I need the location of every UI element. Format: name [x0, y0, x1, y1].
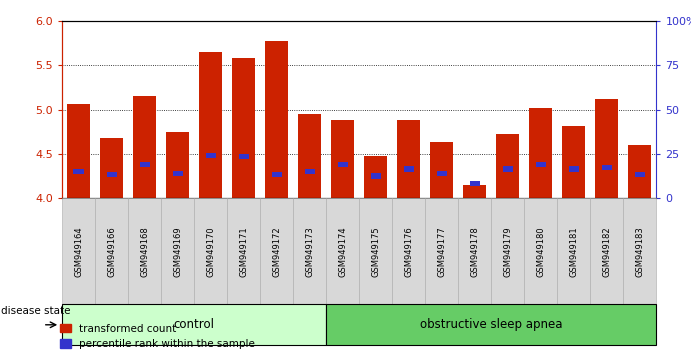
Bar: [562, 126, 585, 198]
Bar: [470, 181, 480, 186]
Bar: [628, 145, 652, 198]
Text: GSM949176: GSM949176: [404, 226, 413, 277]
Text: GSM949164: GSM949164: [74, 226, 83, 277]
Bar: [404, 166, 414, 172]
Text: GSM949172: GSM949172: [272, 226, 281, 277]
Text: GSM949169: GSM949169: [173, 226, 182, 277]
Text: GSM949170: GSM949170: [206, 226, 216, 277]
Bar: [305, 169, 315, 175]
Text: GSM949179: GSM949179: [503, 226, 513, 277]
Text: GSM949177: GSM949177: [437, 226, 446, 277]
Bar: [397, 120, 420, 198]
Bar: [463, 185, 486, 198]
Bar: [370, 173, 381, 179]
Bar: [602, 165, 612, 170]
Text: obstructive sleep apnea: obstructive sleep apnea: [420, 318, 562, 331]
Bar: [106, 172, 117, 177]
Bar: [364, 156, 388, 198]
Text: GSM949181: GSM949181: [569, 226, 578, 277]
Text: control: control: [173, 318, 215, 331]
Bar: [265, 41, 288, 198]
Text: GSM949180: GSM949180: [536, 226, 545, 277]
Legend: transformed count, percentile rank within the sample: transformed count, percentile rank withi…: [61, 324, 255, 349]
Bar: [338, 162, 348, 167]
Text: disease state: disease state: [1, 306, 71, 316]
Bar: [430, 143, 453, 198]
Text: GSM949168: GSM949168: [140, 226, 149, 277]
Bar: [140, 162, 150, 167]
Bar: [133, 96, 156, 198]
Bar: [569, 166, 579, 172]
Text: GSM949171: GSM949171: [239, 226, 248, 277]
Bar: [199, 52, 223, 198]
Bar: [272, 172, 282, 177]
Bar: [536, 162, 546, 167]
Bar: [67, 103, 91, 198]
Bar: [496, 133, 520, 198]
Bar: [232, 58, 256, 198]
Bar: [238, 154, 249, 159]
Text: GSM949182: GSM949182: [603, 226, 612, 277]
Bar: [173, 171, 183, 176]
Bar: [635, 172, 645, 177]
Bar: [299, 114, 321, 198]
Bar: [73, 169, 84, 175]
Bar: [100, 138, 123, 198]
Text: GSM949175: GSM949175: [371, 226, 380, 277]
Text: GSM949183: GSM949183: [636, 226, 645, 277]
Text: GSM949178: GSM949178: [471, 226, 480, 277]
Bar: [205, 153, 216, 159]
Text: GSM949166: GSM949166: [107, 226, 116, 277]
Bar: [166, 132, 189, 198]
Bar: [331, 120, 354, 198]
Text: GSM949173: GSM949173: [305, 226, 314, 277]
Bar: [502, 166, 513, 172]
Text: GSM949174: GSM949174: [339, 226, 348, 277]
Bar: [596, 99, 618, 198]
Bar: [437, 171, 447, 176]
Bar: [529, 108, 552, 198]
